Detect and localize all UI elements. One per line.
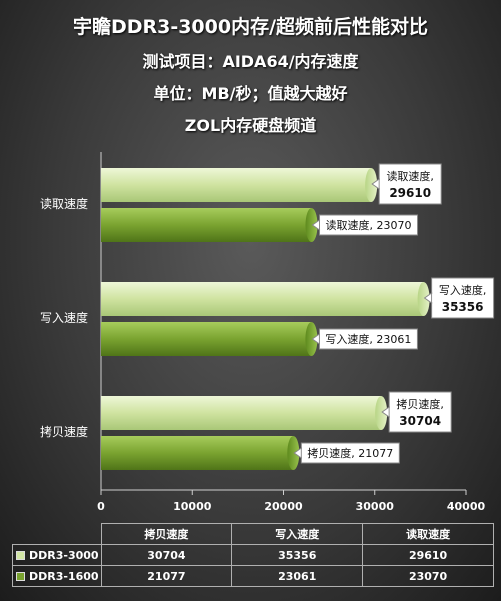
x-tick-label: 0 — [97, 500, 105, 513]
bar-end-cap — [365, 168, 378, 202]
bar-ddr3-1600-0 — [101, 208, 312, 242]
category-label: 写入速度 — [40, 310, 88, 325]
bar-ddr3-1600-1 — [101, 322, 312, 356]
chart-subtitle-test: 测试项目：AIDA64/内存速度 — [142, 52, 359, 71]
table-corner — [12, 523, 102, 545]
chart-title: 宇瞻DDR3-3000内存/超频前后性能对比 — [72, 16, 429, 38]
x-tick-label: 10000 — [173, 500, 212, 513]
data-label-text: 写入速度, 23061 — [325, 332, 411, 346]
x-tick-label: 20000 — [264, 500, 303, 513]
data-label-pointer — [381, 406, 390, 418]
bar-end-cap — [287, 436, 300, 470]
legend-swatch-ddr3-3000 — [16, 551, 25, 560]
table-row: DDR3-1600 21077 23061 23070 — [12, 565, 494, 587]
data-label-pointer-mask — [389, 408, 392, 416]
data-label-pointer — [371, 178, 380, 190]
table-row-label: DDR3-1600 — [12, 565, 102, 587]
data-label-pointer — [293, 447, 302, 459]
data-label-pointer — [311, 219, 321, 231]
x-tick-label: 30000 — [356, 500, 395, 513]
bar-ddr3-1600-2 — [101, 436, 294, 470]
legend-label-ddr3-1600: DDR3-1600 — [29, 569, 99, 583]
bar-end-cap — [417, 282, 430, 316]
data-label-pointer-mask — [301, 449, 304, 457]
table-cell: 23061 — [231, 565, 364, 587]
data-label-box — [388, 391, 452, 433]
data-label-value: 30704 — [399, 414, 441, 428]
chart-subtitle-unit: 单位：MB/秒；值越大越好 — [153, 84, 348, 103]
data-label-pointer-mask — [320, 221, 323, 229]
data-label-pointer — [311, 333, 320, 345]
category-label: 拷贝速度 — [40, 424, 88, 439]
table-cell: 35356 — [231, 544, 364, 566]
bar-end-cap — [375, 396, 388, 430]
data-label-text: 写入速度, — [439, 283, 487, 297]
data-label-pointer — [423, 292, 433, 304]
table-cell: 30704 — [100, 544, 233, 566]
legend-label-ddr3-3000: DDR3-3000 — [29, 548, 99, 562]
data-label-value: 29610 — [389, 186, 431, 200]
legend-swatch-ddr3-1600 — [16, 572, 25, 581]
bar-end-cap — [305, 208, 318, 242]
data-label-text: 读取速度, — [386, 169, 434, 183]
data-label-text: 读取速度, 23070 — [326, 218, 412, 232]
bar-end-cap — [305, 322, 318, 356]
data-label: 读取速度, 29610 — [371, 163, 442, 205]
data-label-box — [431, 277, 495, 319]
category-label: 读取速度 — [40, 196, 88, 211]
table-header-write: 写入速度 — [231, 523, 364, 545]
table-row-label: DDR3-3000 — [12, 544, 102, 566]
data-label: 写入速度, 35356 — [423, 277, 495, 319]
table-cell: 29610 — [362, 544, 494, 566]
data-label-text: 拷贝速度, — [396, 397, 444, 411]
table-cell: 21077 — [100, 565, 233, 587]
x-tick-label: 40000 — [447, 500, 486, 513]
data-label-pointer-mask — [379, 180, 382, 188]
data-label: 拷贝速度, 30704 — [381, 391, 452, 433]
bar-ddr3-3000-1 — [101, 282, 424, 316]
table-header-copy: 拷贝速度 — [100, 523, 233, 545]
bar-ddr3-3000-2 — [101, 396, 382, 430]
table-row: DDR3-3000 30704 35356 29610 — [12, 544, 494, 566]
data-label: 拷贝速度, 21077 — [293, 442, 400, 464]
table-cell: 23070 — [362, 565, 494, 587]
data-label-value: 35356 — [442, 300, 484, 314]
bar-ddr3-3000-0 — [101, 168, 372, 202]
data-label-text: 拷贝速度, 21077 — [307, 446, 393, 460]
chart-subtitle-source: ZOL内存硬盘频道 — [184, 116, 317, 135]
data-label-pointer-mask — [432, 294, 435, 302]
data-label: 读取速度, 23070 — [311, 214, 419, 236]
table-header-read: 读取速度 — [362, 523, 494, 545]
data-label: 写入速度, 23061 — [311, 328, 418, 350]
data-label-pointer-mask — [319, 335, 322, 343]
data-table: 拷贝速度 写入速度 读取速度 DDR3-3000 30704 35356 296… — [12, 523, 494, 587]
